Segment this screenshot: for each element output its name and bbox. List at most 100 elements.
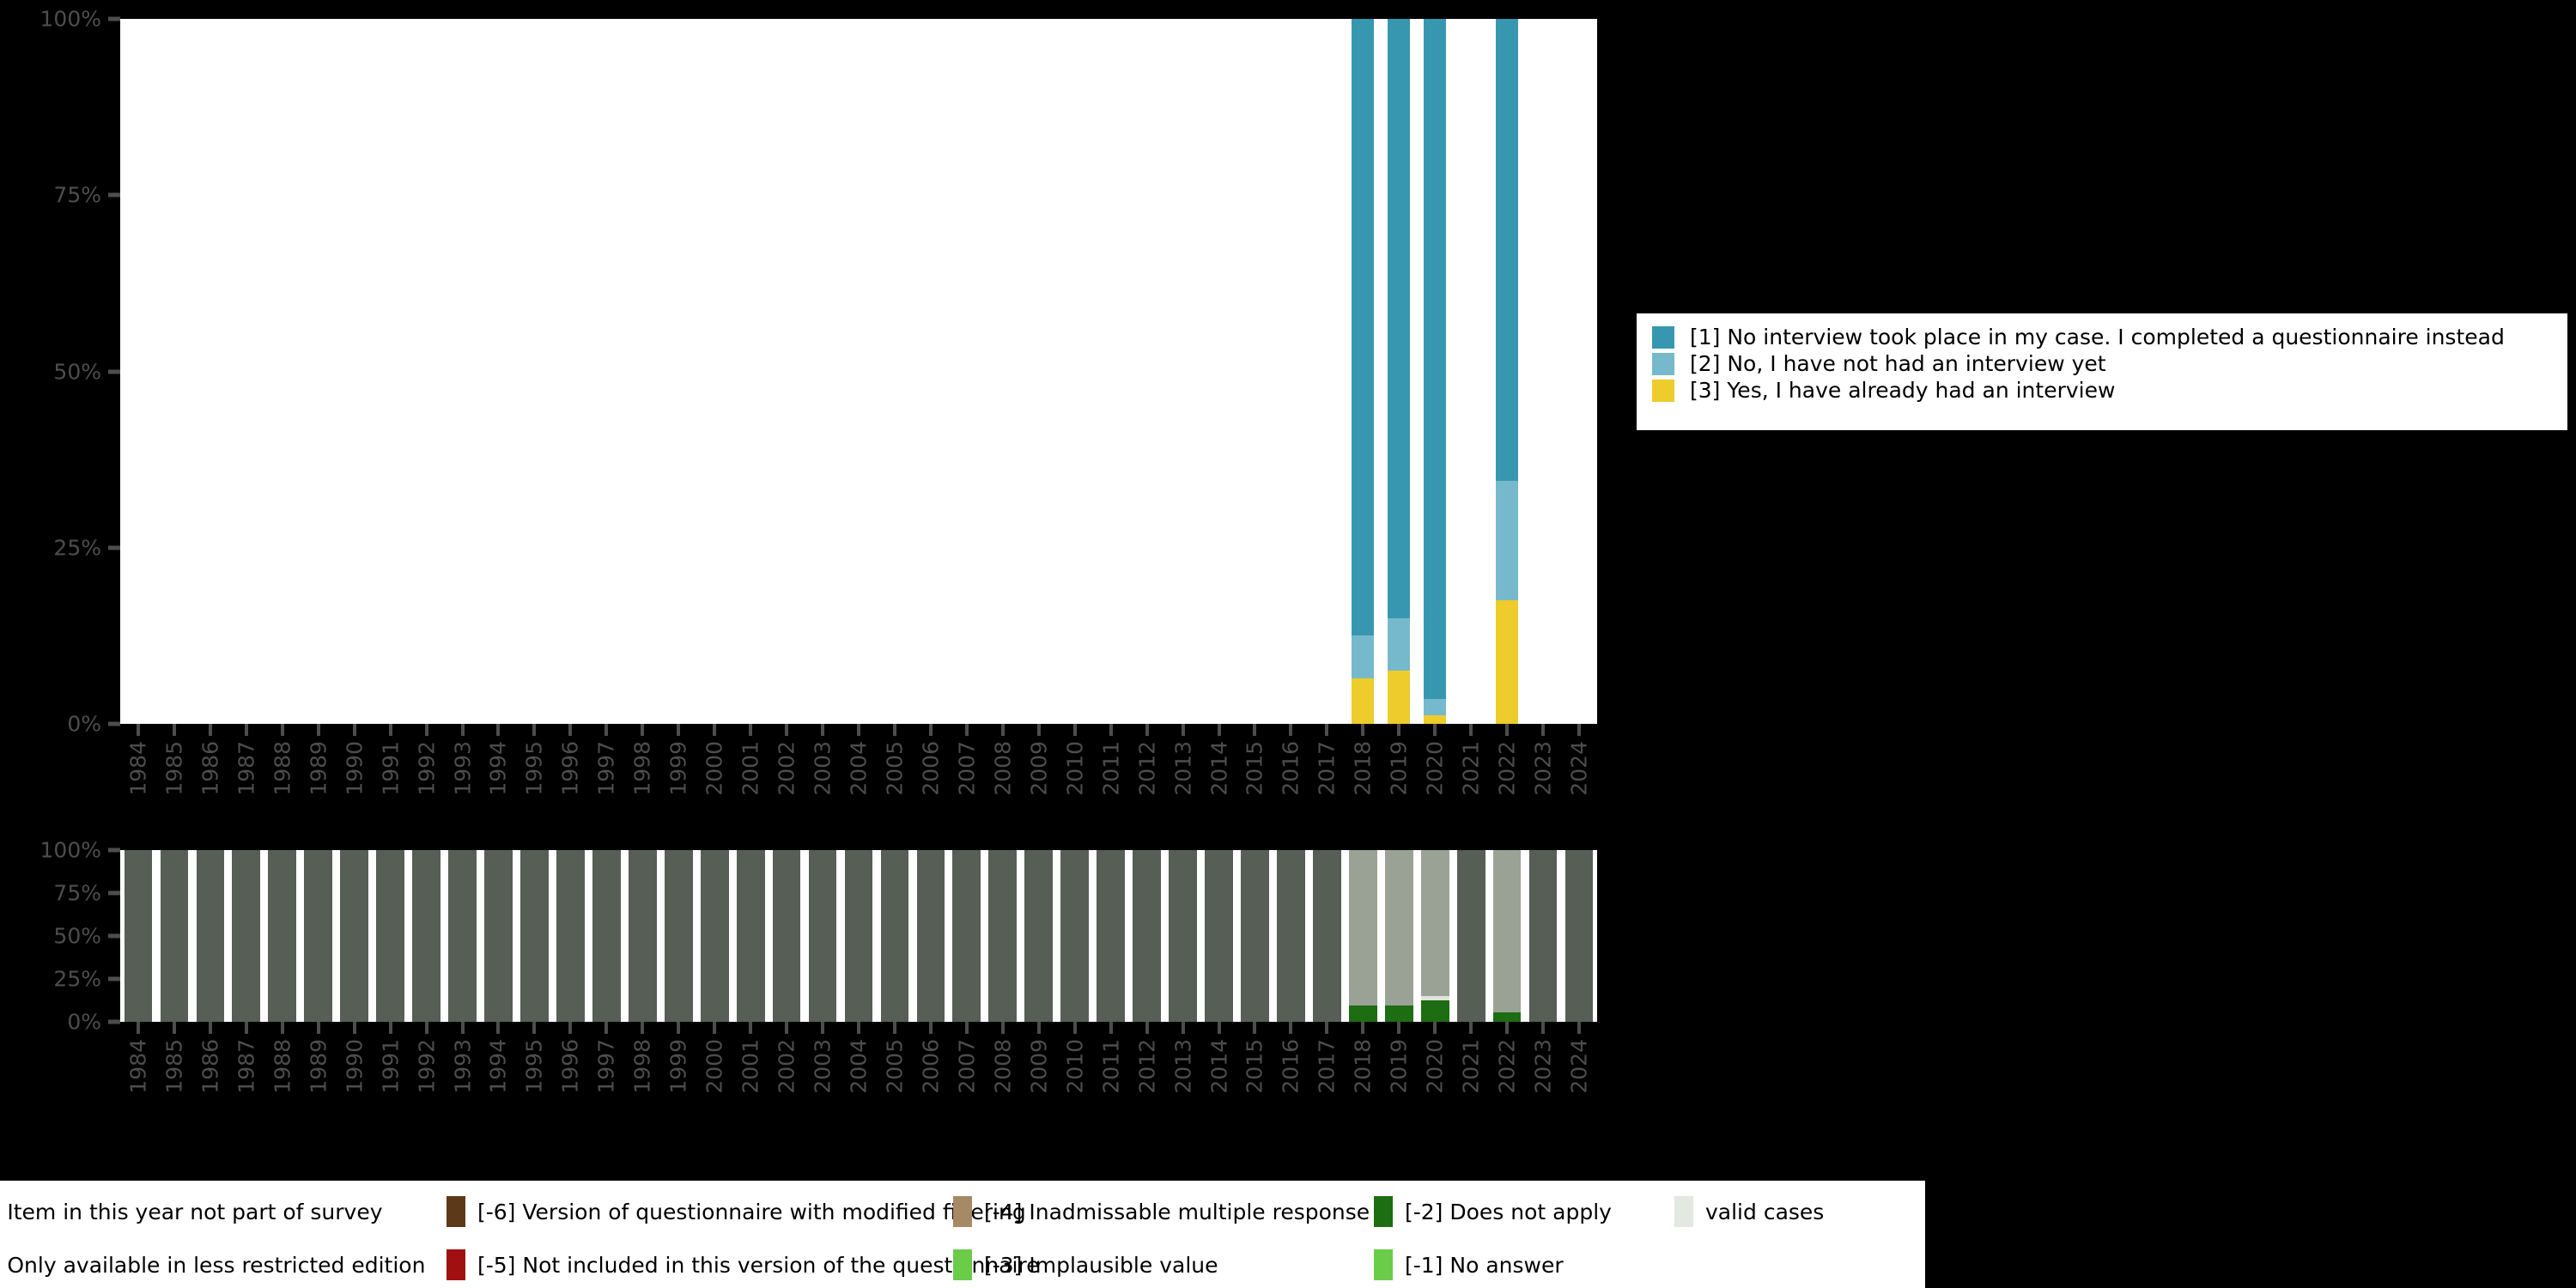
x-tick-mark bbox=[496, 724, 501, 736]
bar-column bbox=[952, 850, 981, 1022]
x-tick-mark bbox=[964, 724, 969, 736]
x-tick-label: 1988 bbox=[270, 741, 295, 796]
x-tick-mark bbox=[785, 724, 789, 736]
x-tick-mark bbox=[641, 724, 645, 736]
bar-segment bbox=[1348, 1005, 1377, 1022]
x-tick-mark bbox=[821, 724, 825, 736]
y-tick-label: 100% bbox=[39, 837, 101, 863]
bar-segment bbox=[1492, 850, 1522, 1012]
x-tick-label: 1993 bbox=[450, 741, 476, 796]
bar-column bbox=[1424, 19, 1447, 724]
x-tick-mark bbox=[928, 1022, 933, 1034]
y-tick-label: 75% bbox=[53, 880, 101, 906]
x-tick-mark bbox=[1289, 1022, 1293, 1034]
x-tick-mark bbox=[964, 1022, 969, 1034]
bar-column bbox=[556, 850, 585, 1022]
bar-segment bbox=[1388, 617, 1411, 671]
x-tick-mark bbox=[1000, 1022, 1005, 1034]
x-tick-mark bbox=[172, 1022, 176, 1034]
x-tick-label: 2024 bbox=[1566, 741, 1592, 796]
y-tick-mark bbox=[108, 1019, 120, 1024]
x-tick-label: 2006 bbox=[918, 1039, 944, 1094]
x-tick-label: 2001 bbox=[738, 1039, 763, 1094]
bar-segment bbox=[1528, 850, 1558, 1022]
y-tick-mark bbox=[108, 721, 120, 726]
x-tick-mark bbox=[677, 724, 681, 736]
x-tick-label: 2016 bbox=[1278, 741, 1303, 796]
bar-segment bbox=[1388, 671, 1411, 724]
x-tick-mark bbox=[1541, 1022, 1546, 1034]
bar-column bbox=[1133, 850, 1161, 1022]
x-tick-label: 2012 bbox=[1134, 1039, 1160, 1094]
bar-column bbox=[1060, 850, 1090, 1022]
bar-segment bbox=[1424, 715, 1447, 724]
bar-segment bbox=[1277, 850, 1305, 1022]
x-tick-label: 1996 bbox=[557, 1039, 583, 1094]
x-tick-mark bbox=[892, 724, 896, 736]
bar-segment bbox=[556, 850, 585, 1022]
bar-column bbox=[268, 850, 297, 1022]
bar-column bbox=[1492, 850, 1522, 1022]
bar-column bbox=[1564, 850, 1594, 1022]
legend-item-label: valid cases bbox=[1705, 1199, 1825, 1224]
bar-segment bbox=[1420, 850, 1449, 996]
bar-segment bbox=[880, 850, 909, 1022]
bar-segment bbox=[412, 850, 440, 1022]
bar-column bbox=[1528, 850, 1558, 1022]
x-tick-mark bbox=[172, 724, 176, 736]
bar-segment bbox=[1133, 850, 1161, 1022]
x-tick-label: 2020 bbox=[1422, 1039, 1448, 1094]
x-tick-mark bbox=[1145, 724, 1149, 736]
x-tick-label: 2014 bbox=[1206, 741, 1231, 796]
bar-column bbox=[340, 850, 369, 1022]
availability-legend: [-7] Item in this year not part of surve… bbox=[0, 1181, 1925, 1288]
bar-column bbox=[808, 850, 837, 1022]
legend-item-label: [-8] Only available in less restricted e… bbox=[0, 1252, 426, 1278]
x-tick-mark bbox=[568, 724, 573, 736]
x-tick-mark bbox=[496, 1022, 501, 1034]
x-tick-label: 2005 bbox=[882, 1039, 908, 1094]
x-tick-mark bbox=[1036, 1022, 1041, 1034]
x-tick-label: 2004 bbox=[846, 741, 872, 796]
x-tick-mark bbox=[605, 724, 609, 736]
x-tick-label: 2016 bbox=[1278, 1039, 1303, 1094]
x-tick-mark bbox=[1325, 724, 1329, 736]
legend-swatch bbox=[447, 1196, 465, 1227]
x-tick-mark bbox=[821, 1022, 825, 1034]
x-tick-mark bbox=[424, 1022, 428, 1034]
x-tick-mark bbox=[1109, 724, 1113, 736]
bar-column bbox=[196, 850, 225, 1022]
x-tick-label: 1997 bbox=[593, 741, 619, 796]
x-tick-mark bbox=[605, 1022, 609, 1034]
x-tick-mark bbox=[1397, 1022, 1401, 1034]
x-tick-mark bbox=[677, 1022, 681, 1034]
bar-column bbox=[1313, 850, 1341, 1022]
x-tick-mark bbox=[532, 1022, 537, 1034]
x-tick-mark bbox=[1109, 1022, 1113, 1034]
x-tick-mark bbox=[460, 724, 465, 736]
bar-segment bbox=[376, 850, 404, 1022]
bar-column bbox=[628, 850, 657, 1022]
bar-column bbox=[664, 850, 693, 1022]
x-tick-mark bbox=[1397, 724, 1401, 736]
x-tick-label: 1990 bbox=[342, 1039, 368, 1094]
legend-item: valid cases bbox=[1674, 1196, 1824, 1227]
x-tick-label: 1993 bbox=[450, 1039, 476, 1094]
bar-column bbox=[1496, 19, 1519, 724]
x-tick-mark bbox=[1217, 1022, 1221, 1034]
legend-item: [2] No, I have not had an interview yet bbox=[1652, 350, 2567, 377]
bar-segment bbox=[340, 850, 369, 1022]
bar-column bbox=[1384, 850, 1413, 1022]
bar-column bbox=[592, 850, 621, 1022]
x-tick-label: 1991 bbox=[378, 1039, 404, 1094]
legend-item: [-1] No answer bbox=[1374, 1249, 1564, 1280]
x-tick-label: 2022 bbox=[1494, 741, 1520, 796]
bar-column bbox=[1097, 850, 1126, 1022]
x-tick-label: 2013 bbox=[1170, 741, 1196, 796]
x-tick-label: 2005 bbox=[882, 741, 908, 796]
x-tick-label: 2008 bbox=[990, 741, 1016, 796]
x-tick-mark bbox=[1072, 1022, 1077, 1034]
bar-segment bbox=[1241, 850, 1269, 1022]
bar-segment bbox=[196, 850, 225, 1022]
x-tick-label: 2011 bbox=[1098, 741, 1124, 796]
